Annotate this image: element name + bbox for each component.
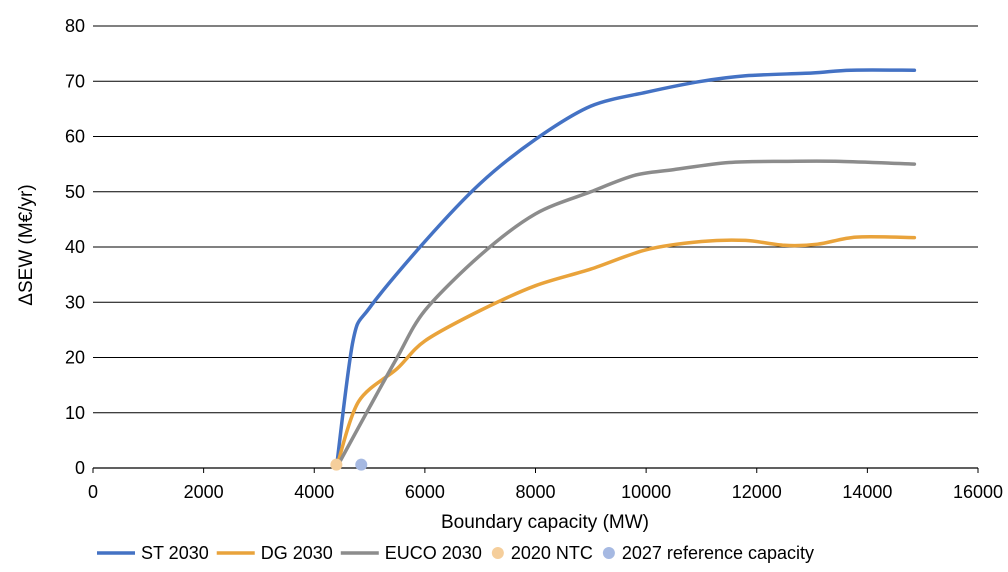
series-lines [334,68,917,470]
tick-labels: 0 10 20 30 40 50 60 70 80 0 2000 4000 6000 8000 10000 1… [65,16,1003,502]
y-tick-label: 30 [65,292,85,312]
legend-label-dg-2030: DG 2030 [261,543,333,563]
x-tick-label: 6000 [405,482,445,502]
y-tick-label: 70 [65,71,85,91]
y-tick-label: 80 [65,16,85,36]
series-line-st-2030 [334,68,917,470]
series-line-dg-2030 [334,234,917,470]
reference-points [330,458,368,471]
y-tick-label: 40 [65,237,85,257]
legend-label-st-2030: ST 2030 [141,543,209,563]
point-2027-reference-capacity [355,458,368,471]
axes [92,467,979,473]
y-tick-label: 10 [65,403,85,423]
point-2020-ntc [330,458,343,471]
x-tick-label: 10000 [621,482,671,502]
legend-label-euco-2030: EUCO 2030 [385,543,482,563]
x-tick-label: 4000 [294,482,334,502]
y-axis-title: ΔSEW (M€/yr) [16,184,37,305]
x-tick-label: 2000 [184,482,224,502]
legend-label-2027-reference-capacity: 2027 reference capacity [622,543,814,563]
y-tick-label: 20 [65,348,85,368]
series-line-euco-2030 [334,159,917,470]
x-axis-title: Boundary capacity (MW) [441,512,649,533]
gridlines [93,25,978,414]
y-tick-label: 50 [65,182,85,202]
x-tick-label: 8000 [515,482,555,502]
x-tick-label: 0 [88,482,98,502]
legend-swatch-2020-ntc [491,547,504,559]
legend-label-2020-ntc: 2020 NTC [511,543,593,563]
legend: ST 2030 DG 2030 EUCO 2030 2020 NTC 2027 refe… [97,543,814,563]
x-tick-label: 16000 [953,482,1003,502]
y-tick-label: 0 [75,458,85,478]
legend-swatch-2027-reference-capacity [602,547,615,559]
x-tick-label: 14000 [842,482,892,502]
x-tick-label: 12000 [732,482,782,502]
y-tick-label: 60 [65,127,85,147]
